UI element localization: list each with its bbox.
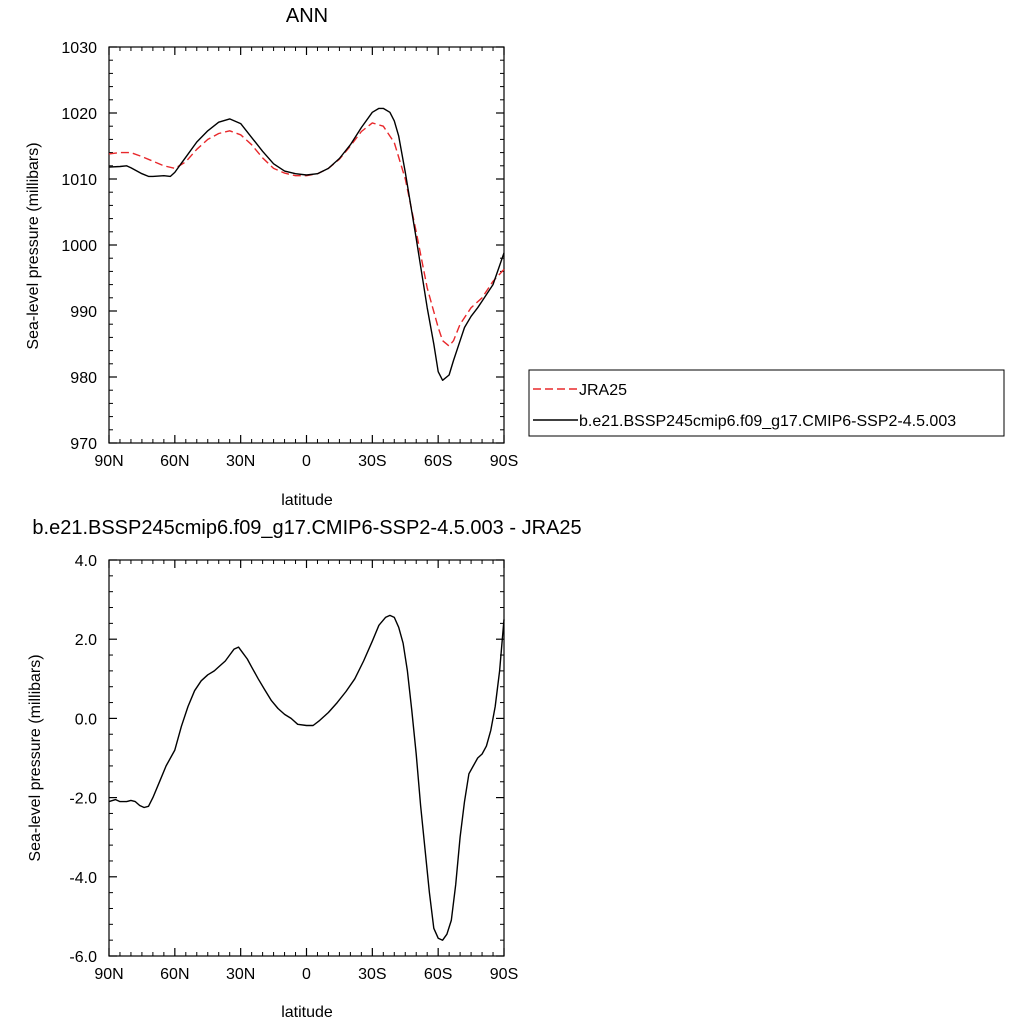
bottom-chart-series-line-0 <box>108 614 505 941</box>
legend-label-model: b.e21.BSSP245cmip6.f09_g17.CMIP6-SSP2-4.… <box>579 413 956 430</box>
bottom-chart-y-tick-label: -2.0 <box>69 791 97 808</box>
top-chart-y-tick-label: 1020 <box>61 106 97 123</box>
top-chart-xlabel: latitude <box>281 492 333 509</box>
bottom-chart-title: b.e21.BSSP245cmip6.f09_g17.CMIP6-SSP2-4.… <box>32 517 581 539</box>
bottom-chart-y-tick-label: 4.0 <box>75 553 97 570</box>
bottom-chart-x-tick-label: 90S <box>490 966 518 983</box>
bottom-chart-x-tick-label: 90N <box>94 966 123 983</box>
bottom-chart-x-tick-label: 60S <box>424 966 452 983</box>
bottom-chart-x-tick-label: 30S <box>358 966 386 983</box>
top-chart-x-tick-label: 90N <box>94 453 123 470</box>
bottom-chart-x-tick-label: 60N <box>160 966 189 983</box>
top-chart-x-tick-label: 90S <box>490 453 518 470</box>
top-chart-y-tick-label: 1010 <box>61 172 97 189</box>
bottom-chart-y-tick-label: 0.0 <box>75 711 97 728</box>
legend: JRA25 b.e21.BSSP245cmip6.f09_g17.CMIP6-S… <box>528 369 1005 437</box>
bottom-chart-xlabel: latitude <box>281 1004 333 1021</box>
legend-box <box>528 369 1005 437</box>
top-chart-ylabel: Sea-level pressure (millibars) <box>25 142 42 349</box>
bottom-chart: b.e21.BSSP245cmip6.f09_g17.CMIP6-SSP2-4.… <box>27 517 582 1021</box>
legend-label-jra25: JRA25 <box>579 382 627 399</box>
top-chart: ANN Sea-level pressure (millibars) latit… <box>25 5 518 509</box>
top-chart-y-tick-label: 1000 <box>61 238 97 255</box>
top-chart-x-tick-label: 0 <box>302 453 311 470</box>
bottom-chart-ylabel: Sea-level pressure (millibars) <box>27 654 44 861</box>
bottom-chart-y-tick-label: 2.0 <box>75 632 97 649</box>
top-chart-y-tick-label: 1030 <box>61 40 97 57</box>
top-chart-y-tick-label: 990 <box>70 304 97 321</box>
bottom-chart-y-tick-label: -6.0 <box>69 949 97 966</box>
top-chart-x-tick-label: 30N <box>226 453 255 470</box>
top-chart-y-tick-label: 970 <box>70 436 97 453</box>
bottom-chart-x-tick-label: 30N <box>226 966 255 983</box>
top-chart-x-tick-label: 60N <box>160 453 189 470</box>
top-chart-title: ANN <box>286 5 328 27</box>
top-chart-series-line-0 <box>108 122 505 347</box>
bottom-chart-plot-frame <box>108 559 505 957</box>
bottom-chart-y-tick-label: -4.0 <box>69 870 97 887</box>
bottom-chart-x-tick-label: 0 <box>302 966 311 983</box>
top-chart-x-tick-label: 30S <box>358 453 386 470</box>
top-chart-x-tick-label: 60S <box>424 453 452 470</box>
top-chart-series-line-1 <box>108 107 505 381</box>
top-chart-plot-frame <box>108 46 505 444</box>
top-chart-y-tick-label: 980 <box>70 370 97 387</box>
